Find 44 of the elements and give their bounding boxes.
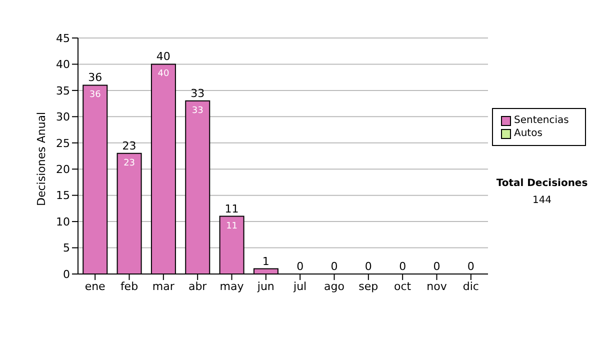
x-tick-label: may: [220, 280, 244, 293]
x-tick-label: dic: [462, 280, 479, 293]
y-tick-label: 25: [56, 136, 70, 150]
total-label: 0: [364, 260, 372, 273]
x-tick-label: ago: [324, 280, 345, 293]
data-label: 40: [158, 69, 170, 80]
x-tick-label: jun: [256, 280, 274, 293]
data-label: 36: [89, 90, 102, 100]
text: 144: [531, 195, 553, 206]
x-tick-label: ene: [84, 280, 106, 293]
y-tick-label: 35: [56, 84, 70, 98]
total-label: 0: [330, 260, 338, 273]
y-tick-label: 10: [56, 215, 70, 228]
data-label: 11: [226, 221, 238, 232]
legend-label: Sentencias: [514, 114, 569, 127]
total-label: 0: [467, 260, 474, 273]
total-label: 0: [433, 260, 440, 273]
x-tick-label: oct: [394, 280, 412, 293]
total-label: 33: [190, 86, 205, 100]
y-tick-label: 0: [63, 268, 70, 281]
legend-label: Autos: [514, 127, 542, 140]
y-tick-label: 15: [56, 189, 70, 202]
y-tick-label: 40: [56, 58, 70, 72]
y-tick-label: 20: [56, 163, 70, 176]
y-tick-label: 45: [56, 32, 70, 45]
x-tick-label: abr: [188, 280, 208, 293]
total-label: 0: [296, 260, 304, 273]
total-label: 1: [262, 254, 270, 268]
total-label: 11: [224, 202, 239, 216]
y-tick-label: 30: [56, 110, 70, 124]
y-tick-label: 5: [63, 242, 70, 255]
y-axis-title: Decisiones Anual: [34, 112, 48, 206]
x-tick-label: sep: [358, 280, 378, 293]
x-tick-label: mar: [152, 280, 175, 293]
x-tick-label: jul: [292, 280, 307, 293]
x-tick-label: nov: [426, 280, 448, 293]
data-label: 33: [192, 106, 204, 116]
total-label: 40: [156, 50, 170, 64]
data-label: 23: [124, 158, 136, 168]
x-tick-label: feb: [120, 280, 138, 293]
total-label: 36: [88, 71, 102, 84]
total-label: 0: [399, 260, 406, 273]
text: Total Decisiones: [495, 178, 589, 189]
total-label: 23: [122, 139, 136, 152]
